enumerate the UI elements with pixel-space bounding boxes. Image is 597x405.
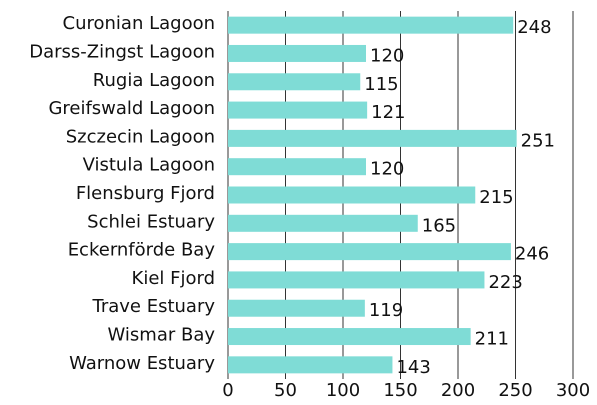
bar <box>228 16 514 34</box>
value-label: 120 <box>370 159 404 180</box>
value-label: 165 <box>422 215 456 236</box>
x-tick-label: 0 <box>222 380 233 401</box>
bar <box>228 328 471 346</box>
value-label: 251 <box>521 130 555 151</box>
y-tick-label: Rugia Lagoon <box>93 70 215 91</box>
x-tick-label: 200 <box>441 380 475 401</box>
y-tick-label: Warnow Estuary <box>69 353 215 374</box>
y-tick-label: Eckernförde Bay <box>68 240 216 261</box>
y-tick-label: Szczecin Lagoon <box>66 126 215 147</box>
y-tick-label: Kiel Fjord <box>132 268 215 289</box>
x-tick-label: 300 <box>556 380 590 401</box>
bar <box>228 158 366 176</box>
value-label: 211 <box>475 329 509 350</box>
bar <box>228 356 393 374</box>
value-label: 119 <box>369 300 403 321</box>
x-tick-label: 100 <box>326 380 360 401</box>
value-label: 120 <box>370 45 404 66</box>
value-label: 223 <box>488 272 522 293</box>
y-tick-label: Wismar Bay <box>108 325 216 346</box>
value-label: 215 <box>479 187 513 208</box>
y-tick-label: Darss-Zingst Lagoon <box>29 41 215 62</box>
y-tick-label: Trave Estuary <box>91 296 215 317</box>
value-label: 248 <box>517 17 551 38</box>
y-tick-label: Flensburg Fjord <box>76 183 215 204</box>
bar <box>228 243 511 261</box>
bar <box>228 299 365 317</box>
bar <box>228 129 517 147</box>
bar <box>228 73 361 91</box>
value-label: 246 <box>515 244 549 265</box>
bar <box>228 101 368 119</box>
value-label: 121 <box>371 102 405 123</box>
bar <box>228 44 366 62</box>
y-tick-label: Greifswald Lagoon <box>48 98 215 119</box>
y-tick-label: Curonian Lagoon <box>63 13 215 34</box>
y-tick-label: Schlei Estuary <box>87 211 215 232</box>
y-tick-label: Vistula Lagoon <box>83 155 215 176</box>
x-tick-label: 50 <box>274 380 297 401</box>
x-tick-label: 250 <box>498 380 532 401</box>
value-label: 115 <box>364 74 398 95</box>
bar <box>228 186 476 204</box>
x-tick-label: 150 <box>383 380 417 401</box>
bar <box>228 214 418 232</box>
bar <box>228 271 485 289</box>
value-label: 143 <box>396 357 430 378</box>
